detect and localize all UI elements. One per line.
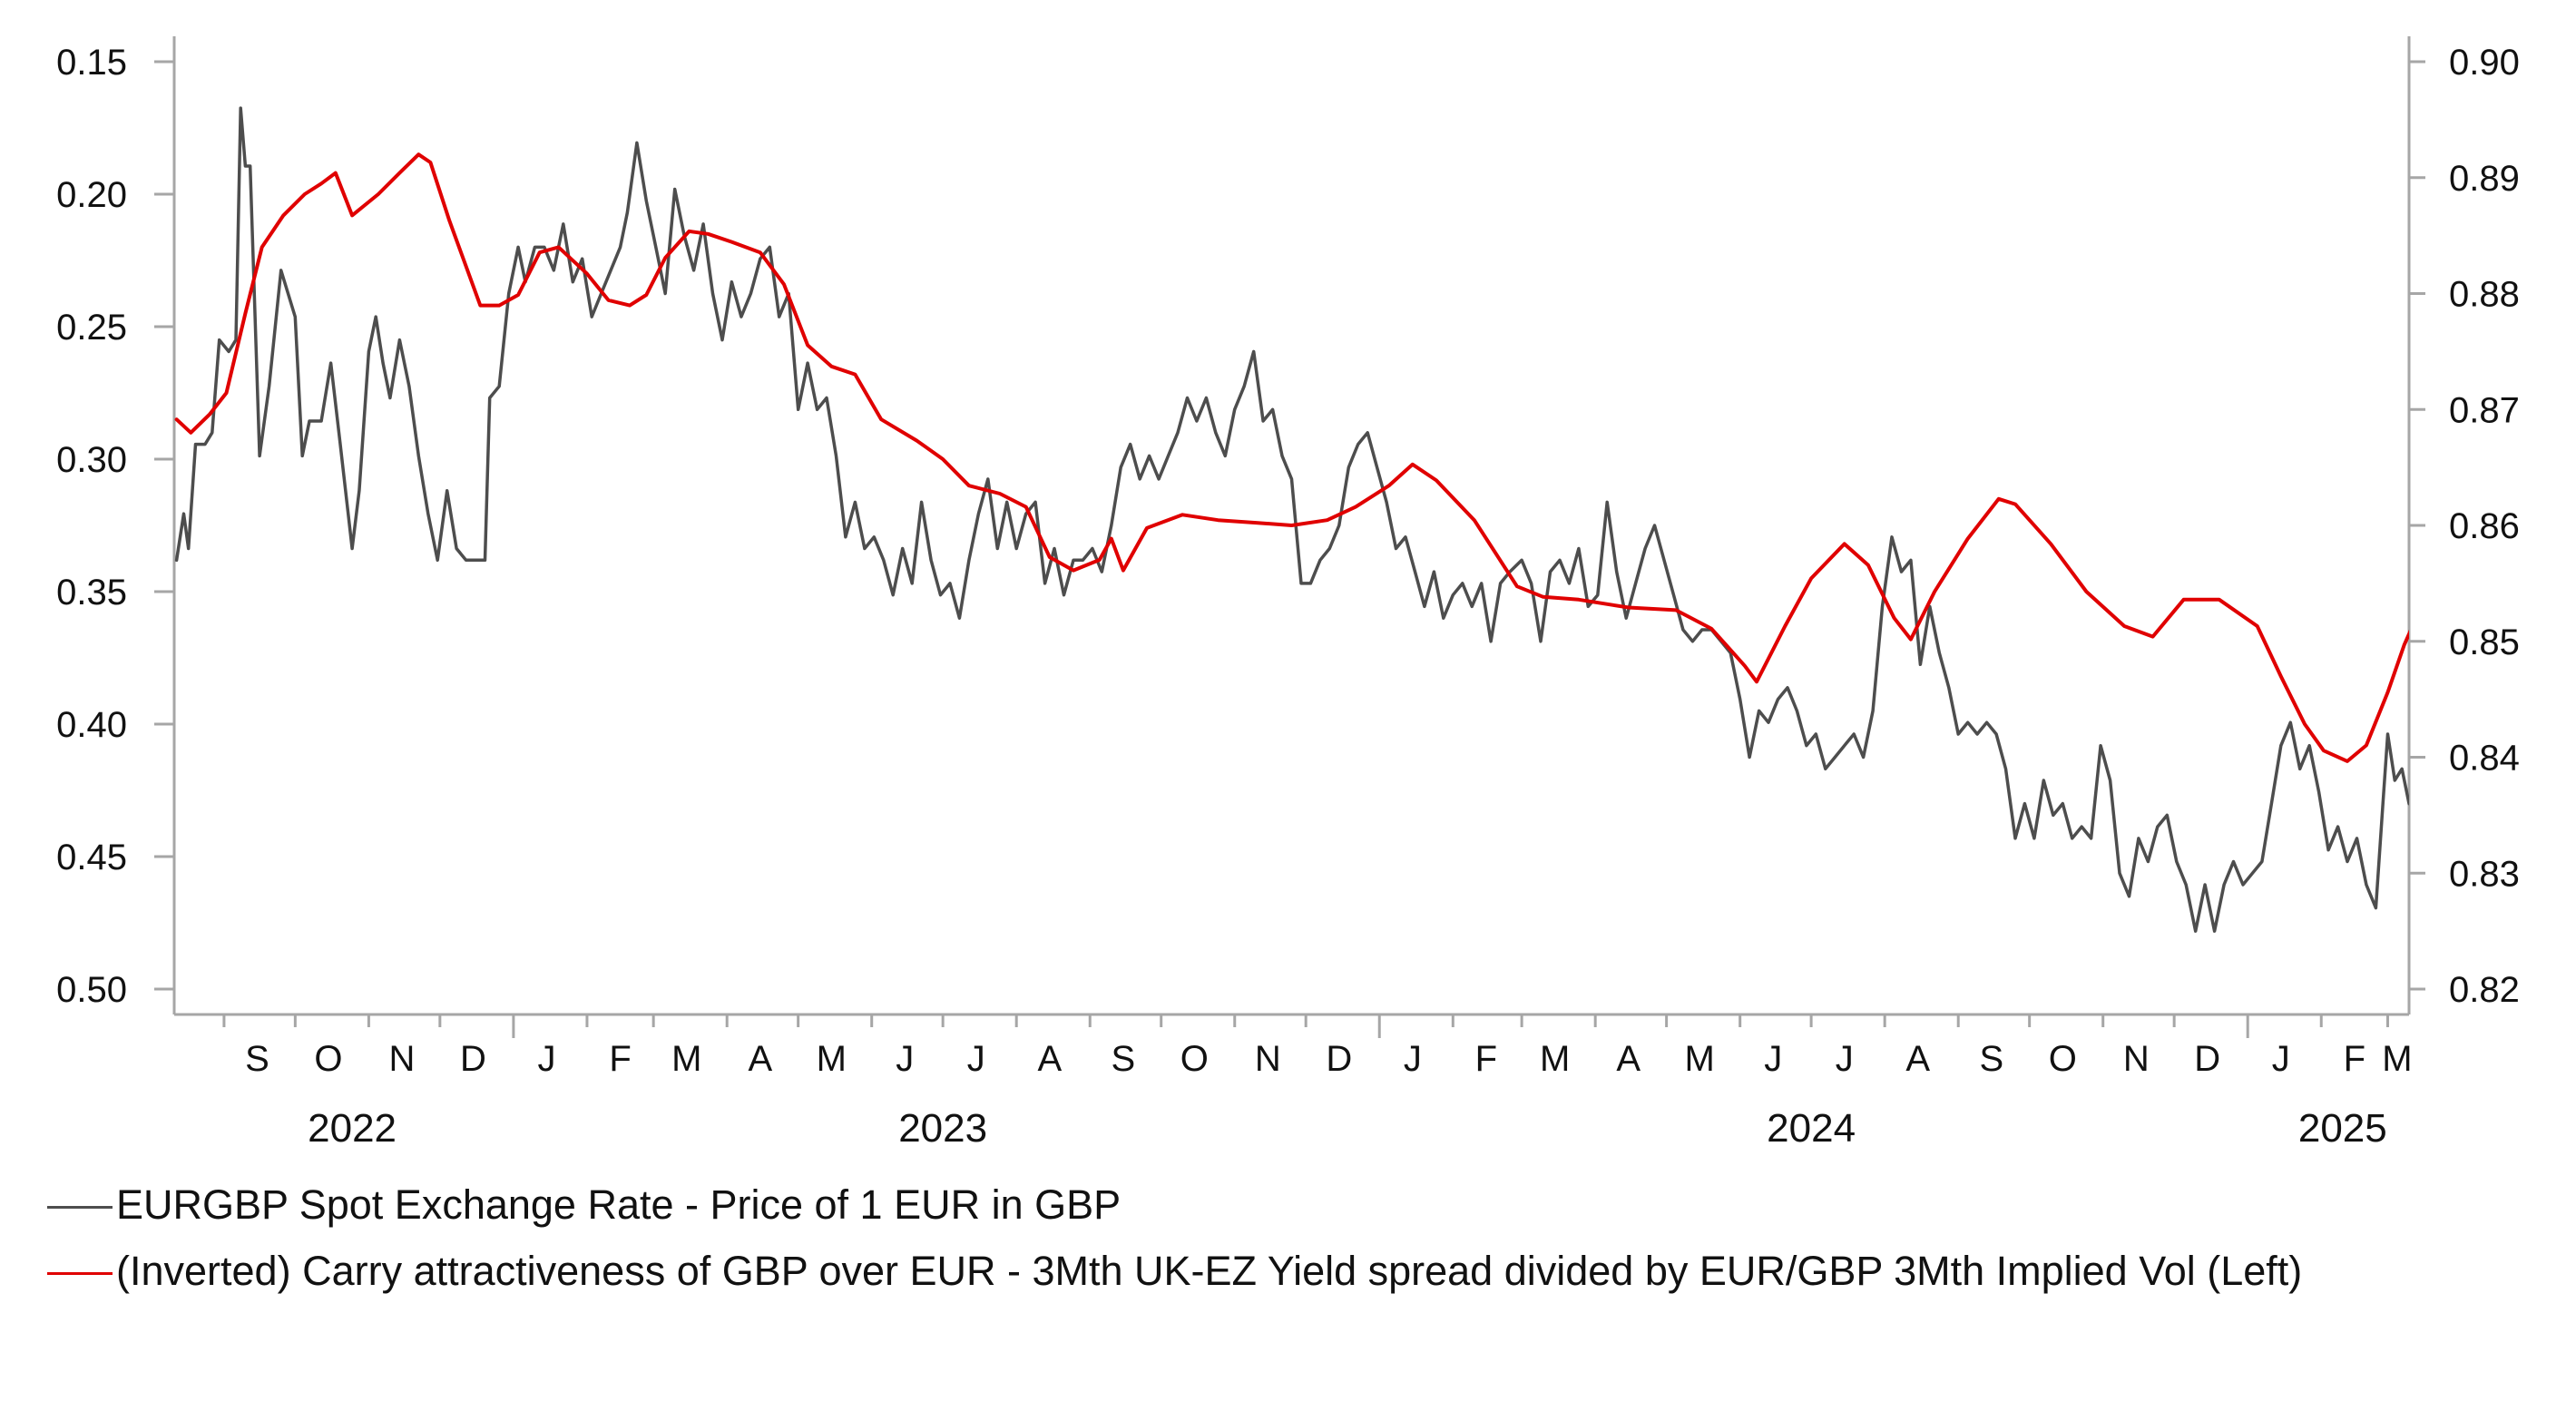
x-axis-month-label: F	[1475, 1039, 1497, 1079]
series-line-eurgbp	[174, 106, 2409, 933]
legend-label-eurgbp: EURGBP Spot Exchange Rate - Price of 1 E…	[116, 1181, 1121, 1228]
legend-item-carry: (Inverted) Carry attractiveness of GBP o…	[47, 1246, 2497, 1296]
chart-legend: EURGBP Spot Exchange Rate - Price of 1 E…	[47, 1180, 2497, 1312]
right-axis-tick-label: 0.87	[2449, 390, 2520, 430]
x-axis-month-label: J	[1836, 1039, 1854, 1079]
right-axis-tick-label: 0.84	[2449, 739, 2520, 779]
x-axis-month-label: A	[1905, 1039, 1930, 1079]
x-axis-month-label: M	[1540, 1039, 1570, 1079]
x-axis-month-label: J	[2272, 1039, 2290, 1079]
left-axis-tick-label: 0.50	[56, 970, 127, 1010]
left-axis-tick-label: 0.35	[56, 573, 127, 612]
x-axis-month-label: O	[2049, 1039, 2077, 1079]
x-axis-year-label: 2022	[308, 1106, 397, 1151]
x-axis-month-label: O	[1180, 1039, 1209, 1079]
legend-swatch-carry	[47, 1272, 113, 1275]
right-axis-tick-label: 0.88	[2449, 275, 2520, 315]
right-axis-tick-label: 0.89	[2449, 159, 2520, 199]
right-axis-tick-label: 0.82	[2449, 970, 2520, 1010]
right-axis-tick-label: 0.85	[2449, 622, 2520, 662]
x-axis-month-label: F	[2344, 1039, 2365, 1079]
x-axis-month-label: N	[389, 1039, 416, 1079]
left-axis-tick-label: 0.15	[56, 43, 127, 83]
x-axis-year-label: 2023	[898, 1106, 987, 1151]
x-axis-month-label: M	[1685, 1039, 1715, 1079]
x-axis-month-label: N	[2123, 1039, 2150, 1079]
chart-plot-area	[174, 106, 2409, 933]
x-axis-month-label: D	[2194, 1039, 2220, 1079]
x-axis-month-label: F	[609, 1039, 631, 1079]
x-axis-month-label: D	[1326, 1039, 1352, 1079]
x-axis-month-label: M	[817, 1039, 847, 1079]
right-axis-tick-label: 0.86	[2449, 506, 2520, 546]
x-axis-month-label: A	[1037, 1039, 1062, 1079]
x-axis-year-label: 2025	[2298, 1106, 2387, 1151]
right-axis-tick-label: 0.83	[2449, 854, 2520, 894]
left-axis-tick-label: 0.45	[56, 838, 127, 877]
legend-swatch-eurgbp	[47, 1206, 113, 1209]
x-axis-month-label: M	[2382, 1039, 2412, 1079]
x-axis-month-label: M	[671, 1039, 701, 1079]
chart-axes: 0.15 0.20 0.25 0.30 0.35 0.40 0.45 0.50 0.90 0.89…	[56, 36, 2520, 1151]
series-line-carry	[174, 152, 2409, 763]
x-axis-month-label: J	[1764, 1039, 1782, 1079]
x-axis-month-label: S	[1112, 1039, 1136, 1079]
x-axis-month-label: S	[245, 1039, 269, 1079]
x-axis-year-label: 2024	[1767, 1106, 1856, 1151]
legend-item-eurgbp: EURGBP Spot Exchange Rate - Price of 1 E…	[47, 1180, 2497, 1230]
left-axis-tick-label: 0.40	[56, 705, 127, 745]
x-axis-month-label: A	[1616, 1039, 1641, 1079]
left-axis-tick-label: 0.25	[56, 308, 127, 348]
x-axis-month-label: J	[967, 1039, 985, 1079]
x-axis-month-label: D	[460, 1039, 486, 1079]
x-axis-month-label: S	[1979, 1039, 2003, 1079]
right-axis-tick-label: 0.90	[2449, 43, 2520, 83]
x-axis-month-label: J	[538, 1039, 556, 1079]
x-axis-month-label: O	[314, 1039, 342, 1079]
x-axis-month-label: J	[1404, 1039, 1422, 1079]
legend-label-carry: (Inverted) Carry attractiveness of GBP o…	[116, 1248, 2303, 1294]
left-axis-tick-label: 0.30	[56, 440, 127, 480]
chart: 0.15 0.20 0.25 0.30 0.35 0.40 0.45 0.50 0.90 0.89…	[56, 36, 2520, 1151]
x-axis-month-label: N	[1255, 1039, 1281, 1079]
left-axis-tick-label: 0.20	[56, 175, 127, 215]
x-axis-month-label: A	[748, 1039, 772, 1079]
x-axis-month-label: J	[896, 1039, 914, 1079]
